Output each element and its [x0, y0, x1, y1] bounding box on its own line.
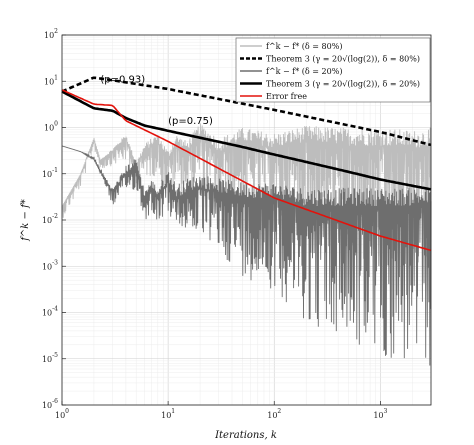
tick-label-y: 10-2	[42, 213, 58, 225]
tick-label-x: 103	[373, 408, 387, 420]
tick-label-y: 10-1	[42, 167, 58, 179]
ticks: 100 101 102 103 10-6 10-5 10-4 10-3 10-2 10-1 100 1…	[42, 28, 388, 420]
legend-box	[235, 37, 431, 103]
legend-items: f^k − f* (δ = 80%) Theorem 3 (γ = 20√(log…	[240, 42, 420, 101]
series-line-0	[61, 123, 432, 268]
series-layer	[61, 76, 432, 366]
annotation-0: (p=0.93)	[100, 74, 145, 85]
tick-label-y: 10-5	[42, 352, 58, 364]
tick-label-y: 102	[44, 28, 58, 40]
tick-label-y: 101	[44, 74, 58, 86]
series-line-3	[61, 90, 432, 191]
series-line-4	[61, 89, 432, 252]
y-axis-label: f^k − f*	[20, 199, 31, 242]
annotation-1: (p=0.75)	[168, 116, 213, 127]
tick-label-y: 10-3	[42, 259, 58, 271]
legend-label-3: Theorem 3 (γ = 20√(log(2)), δ = 20%)	[266, 80, 420, 89]
x-axis-label: Iterations, k	[214, 430, 277, 441]
annotations: (p=0.93) (p=0.75)	[100, 74, 213, 127]
tick-label-y: 100	[44, 121, 58, 133]
tick-label-x: 101	[161, 408, 175, 420]
legend-label-0: f^k − f* (δ = 80%)	[266, 42, 342, 51]
legend-label-2: f^k − f* (δ = 20%)	[266, 67, 342, 76]
legend: f^k − f* (δ = 80%) Theorem 3 (γ = 20√(log…	[235, 37, 431, 103]
legend-label-1: Theorem 3 (γ = 20√(log(2)), δ = 80%)	[266, 55, 420, 64]
legend-label-4: Error free	[266, 92, 307, 101]
tick-label-y: 10-6	[42, 398, 58, 410]
tick-label-x: 102	[267, 408, 281, 420]
tick-label-y: 10-4	[42, 306, 58, 318]
series-line-1	[61, 76, 432, 147]
tick-label-x: 100	[55, 408, 69, 420]
